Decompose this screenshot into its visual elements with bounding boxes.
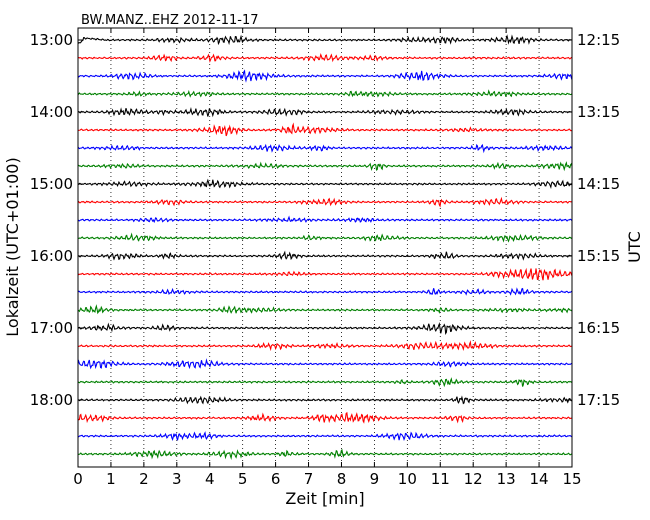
trace-line xyxy=(77,196,573,208)
x-tick-label: 9 xyxy=(370,470,380,488)
trace-line xyxy=(77,52,573,63)
x-tick-label: 8 xyxy=(337,470,347,488)
seismic-traces xyxy=(77,34,573,460)
left-tick-label: 18:00 xyxy=(30,391,73,409)
x-tick-label: 1 xyxy=(106,470,116,488)
left-tick-label: 16:00 xyxy=(30,247,73,265)
x-tick-label: 15 xyxy=(562,470,581,488)
right-tick-label: 12:15 xyxy=(577,31,620,49)
left-tick-label: 13:00 xyxy=(30,31,73,49)
y-axis-label-right: UTC xyxy=(625,231,644,263)
trace-line xyxy=(77,377,573,388)
trace-line xyxy=(77,358,573,370)
trace-line xyxy=(77,122,573,137)
trace-line xyxy=(77,411,573,424)
trace-line xyxy=(77,89,573,98)
trace-line xyxy=(77,161,573,172)
trace-line xyxy=(77,321,573,336)
left-tick-label: 17:00 xyxy=(30,319,73,337)
x-tick-label: 13 xyxy=(497,470,516,488)
x-tick-label: 6 xyxy=(271,470,281,488)
x-tick-label: 12 xyxy=(464,470,483,488)
x-tick-label: 10 xyxy=(398,470,417,488)
x-axis: 0 1 2 3 4 5 6 7 8 9 10 11 12 13 14 15 xyxy=(73,28,582,488)
left-tick-label: 15:00 xyxy=(30,175,73,193)
x-tick-label: 0 xyxy=(73,470,83,488)
trace-line xyxy=(77,178,573,189)
trace-line xyxy=(77,69,573,83)
trace-line xyxy=(77,340,573,352)
x-tick-label: 4 xyxy=(205,470,215,488)
plot-frame xyxy=(77,27,573,468)
trace-line xyxy=(77,287,573,296)
y-axis-label-left: Lokalzeit (UTC+01:00) xyxy=(3,157,22,336)
trace-line xyxy=(77,250,573,261)
chart-title: BW.MANZ..EHZ 2012-11-17 xyxy=(81,13,259,28)
right-tick-label: 14:15 xyxy=(577,175,620,193)
trace-line xyxy=(77,395,573,405)
trace-line xyxy=(77,304,573,315)
trace-line xyxy=(77,448,573,460)
x-tick-label: 11 xyxy=(431,470,450,488)
trace-line xyxy=(77,267,573,281)
trace-line xyxy=(77,431,573,442)
x-tick-label: 2 xyxy=(139,470,149,488)
x-axis-label: Zeit [min] xyxy=(285,489,364,508)
x-tick-label: 5 xyxy=(238,470,248,488)
left-tick-label: 14:00 xyxy=(30,103,73,121)
x-tick-label: 14 xyxy=(530,470,549,488)
right-tick-label: 13:15 xyxy=(577,103,620,121)
left-time-axis: 13:00 14:00 15:00 16:00 17:00 18:00 xyxy=(30,31,83,409)
trace-line xyxy=(77,215,573,224)
x-tick-label: 3 xyxy=(172,470,182,488)
right-tick-label: 15:15 xyxy=(577,247,620,265)
trace-line xyxy=(77,34,573,46)
right-tick-label: 17:15 xyxy=(577,391,620,409)
right-time-axis: 12:15 13:15 14:15 15:15 16:15 17:15 xyxy=(567,31,620,409)
trace-line xyxy=(77,232,573,243)
x-tick-label: 7 xyxy=(304,470,314,488)
trace-line xyxy=(77,107,573,118)
right-tick-label: 16:15 xyxy=(577,319,620,337)
trace-line xyxy=(77,143,573,154)
